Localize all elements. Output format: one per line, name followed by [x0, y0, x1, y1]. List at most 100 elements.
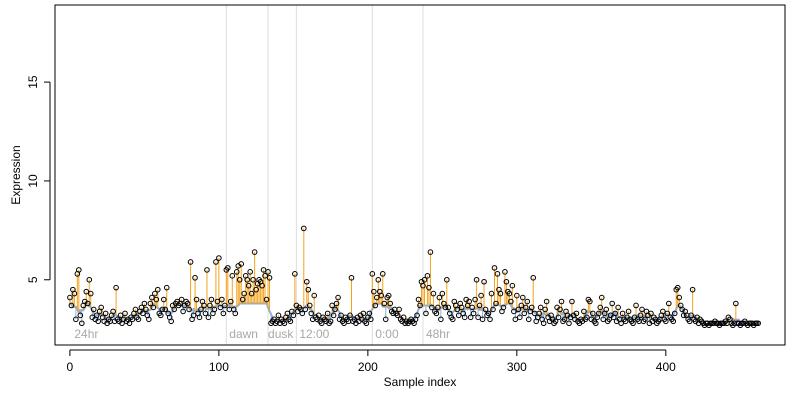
data-point — [426, 284, 432, 291]
data-point — [308, 310, 315, 317]
data-point — [603, 306, 610, 313]
data-point — [433, 310, 440, 317]
data-point — [330, 312, 337, 319]
data-point — [287, 318, 294, 325]
data-point — [543, 298, 550, 305]
data-point — [467, 314, 474, 321]
data-point — [232, 310, 239, 317]
data-point — [190, 312, 197, 319]
data-point — [371, 288, 377, 295]
data-point — [414, 312, 420, 319]
data-point — [318, 320, 325, 327]
data-point — [689, 286, 696, 293]
data-point — [110, 308, 116, 315]
data-point — [537, 304, 544, 311]
data-point — [502, 269, 508, 275]
data-point — [306, 302, 313, 309]
data-point — [506, 290, 513, 297]
data-point — [676, 294, 683, 301]
data-point — [71, 290, 78, 297]
data-point — [220, 310, 227, 317]
data-point — [259, 282, 265, 289]
data-point — [375, 276, 382, 283]
region-label: 12:00 — [299, 327, 329, 341]
data-point — [511, 308, 517, 315]
data-point — [347, 312, 353, 319]
data-point — [90, 306, 97, 313]
data-point — [665, 300, 672, 307]
data-point — [146, 316, 152, 323]
data-point — [266, 274, 273, 281]
data-point — [245, 282, 252, 289]
data-point — [497, 290, 504, 297]
data-point — [569, 298, 575, 305]
data-point — [95, 318, 102, 325]
data-point — [415, 296, 422, 303]
data-point — [202, 310, 209, 317]
data-point — [424, 273, 431, 279]
data-point — [648, 310, 654, 317]
y-axis: 5 10 15 — [26, 75, 51, 283]
data-point — [292, 271, 298, 277]
data-point — [83, 288, 90, 295]
region-labels: 24hr dawn dusk 12:00 0:00 48hr — [74, 327, 450, 341]
data-point — [688, 312, 694, 319]
data-point — [263, 296, 270, 303]
data-point — [423, 310, 429, 317]
data-point — [86, 276, 93, 283]
data-point — [387, 300, 394, 307]
data-point — [204, 267, 210, 273]
data-point — [67, 294, 73, 301]
data-point — [592, 320, 599, 327]
data-point — [430, 290, 437, 297]
data-point — [143, 306, 149, 313]
data-point — [327, 318, 334, 325]
data-point — [248, 290, 255, 297]
data-point — [366, 310, 373, 317]
region-label: dawn — [229, 327, 258, 341]
data-point — [597, 304, 604, 311]
data-point — [238, 261, 245, 267]
data-point — [396, 306, 402, 313]
data-point — [674, 284, 681, 291]
data-point — [303, 278, 310, 285]
data-point — [247, 269, 253, 275]
data-point — [214, 298, 221, 305]
data-point — [159, 306, 166, 313]
data-point — [469, 304, 475, 311]
data-point — [311, 292, 318, 299]
data-point — [439, 290, 446, 297]
data-point — [201, 302, 207, 309]
data-point — [332, 306, 338, 313]
data-point — [333, 300, 340, 307]
data-point — [482, 306, 489, 313]
data-point — [251, 249, 258, 255]
data-point — [368, 316, 374, 323]
data-point — [637, 312, 644, 319]
data-point — [508, 298, 514, 305]
data-point — [590, 310, 596, 317]
data-point — [566, 320, 572, 327]
data-point — [168, 318, 175, 325]
data-point — [373, 294, 380, 301]
data-point — [475, 314, 481, 321]
x-axis: 0 100 200 300 400 — [67, 349, 676, 374]
data-point — [229, 273, 236, 279]
data-point — [262, 273, 268, 279]
data-point — [160, 296, 167, 303]
data-point — [378, 292, 385, 299]
data-point — [126, 320, 133, 327]
data-point — [265, 269, 271, 275]
data-point — [239, 296, 246, 303]
data-point — [275, 312, 282, 319]
data-point — [281, 320, 288, 327]
data-point — [488, 290, 495, 297]
data-point — [514, 292, 520, 299]
data-point — [455, 312, 462, 319]
data-point — [394, 312, 401, 319]
data-point — [519, 294, 526, 301]
region-label: 48hr — [426, 327, 450, 341]
data-point — [503, 278, 510, 285]
region-label: 0:00 — [375, 327, 399, 341]
x-axis-label: Sample index — [384, 375, 457, 389]
